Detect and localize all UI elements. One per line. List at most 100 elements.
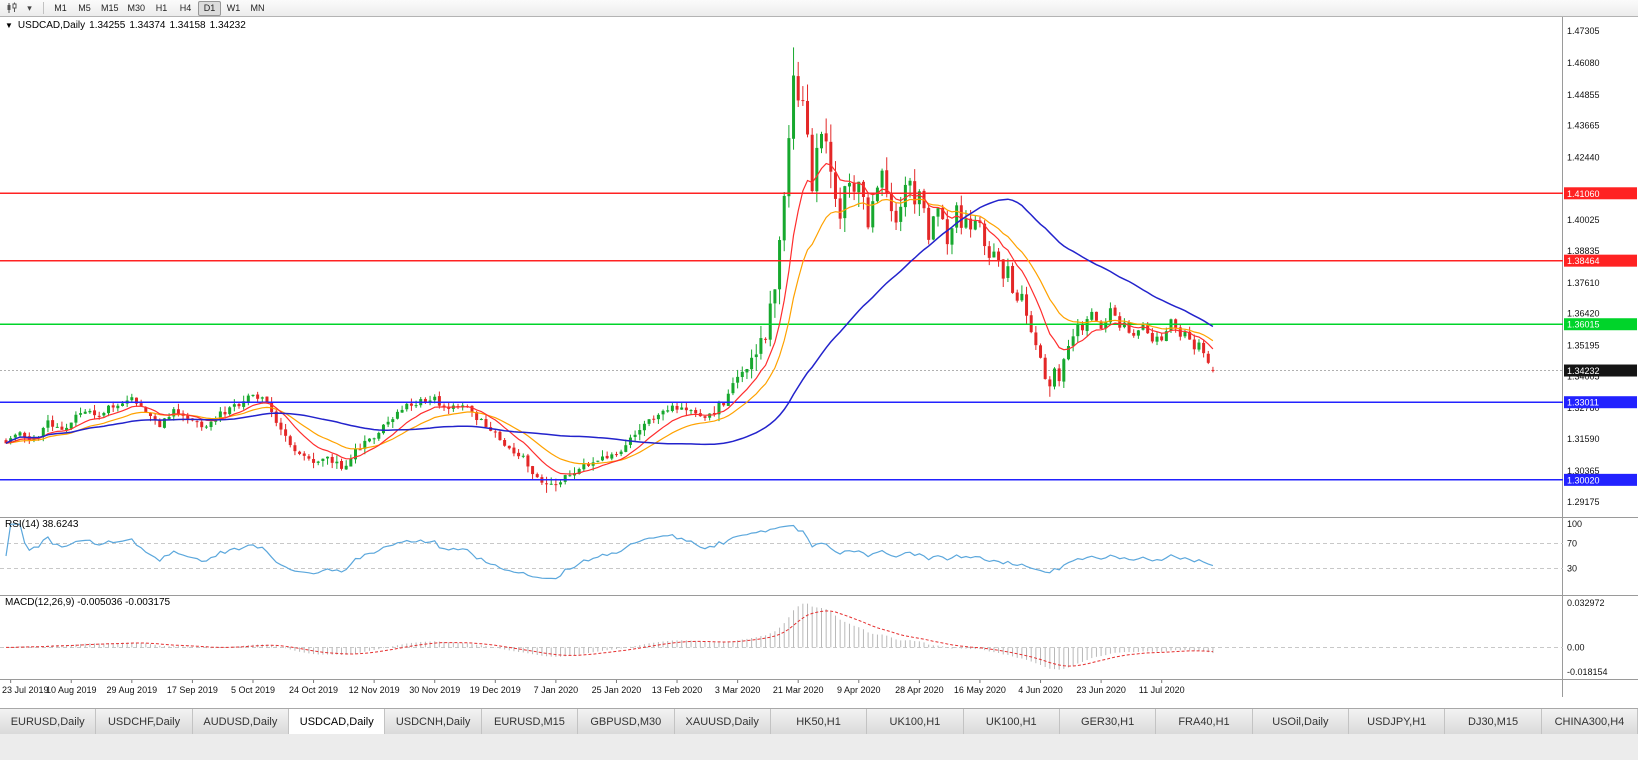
candle-body: [372, 438, 376, 440]
candle-body: [88, 410, 92, 413]
candle-body: [559, 482, 563, 485]
candle-body: [1127, 322, 1131, 333]
candle-body: [866, 197, 870, 228]
timeframe-button-m1[interactable]: M1: [54, 2, 67, 13]
candle-body: [18, 432, 22, 436]
candle-body: [750, 357, 754, 370]
tab-audusd-daily[interactable]: AUDUSD,Daily: [192, 709, 290, 734]
candle-body: [493, 431, 497, 433]
candle-body: [549, 483, 553, 485]
candle-body: [1188, 331, 1192, 340]
bottom-strip: [0, 734, 1638, 760]
candle-body: [102, 412, 106, 416]
candle-body: [60, 426, 64, 430]
timeframe-button-h1[interactable]: H1: [155, 2, 168, 13]
candle-body: [577, 468, 581, 474]
candlestick-chart-icon[interactable]: [3, 1, 20, 16]
candle-body: [736, 376, 740, 383]
tab-eurusd-m15[interactable]: EURUSD,M15: [481, 709, 579, 734]
price-axis[interactable]: 1.47305 1.46080 1.44855 1.43665 1.42440 1.400…: [1564, 26, 1637, 677]
candle-body: [288, 436, 292, 446]
tab-usdchf-daily[interactable]: USDCHF,Daily: [96, 709, 193, 734]
timeframe-button-m15[interactable]: M15: [101, 2, 119, 13]
candle-body: [1053, 368, 1056, 387]
candle-body: [997, 251, 1001, 261]
candle-body: [969, 218, 973, 230]
horizontal-level-lines[interactable]: [0, 192, 1563, 481]
chart-area[interactable]: 1.47305 1.46080 1.44855 1.43665 1.42440 1.400…: [0, 17, 1638, 708]
candle-body: [857, 181, 861, 193]
candle-body: [666, 410, 670, 412]
chart-dropdown-icon[interactable]: ▾: [27, 2, 32, 13]
tab-eurusd-daily[interactable]: EURUSD,Daily: [0, 709, 97, 734]
date-label: 3 Mar 2020: [715, 685, 761, 695]
candle-body: [1118, 316, 1122, 328]
svg-text:1.35195: 1.35195: [1567, 341, 1600, 351]
candle-body: [74, 414, 78, 423]
tab-fra40-h1[interactable]: FRA40,H1: [1156, 709, 1253, 734]
candle-body: [111, 405, 115, 408]
tab-china300-h4[interactable]: CHINA300,H4: [1541, 709, 1638, 734]
tab-usdcad-daily[interactable]: USDCAD,Daily: [289, 709, 386, 734]
tab-usdjpy-h1[interactable]: USDJPY,H1: [1349, 709, 1446, 734]
hline-price-badge: [1564, 318, 1637, 331]
candle-body: [437, 396, 441, 406]
candle-body: [722, 402, 726, 406]
timeframe-button-w1[interactable]: W1: [226, 2, 241, 13]
timeframe-button-h4[interactable]: H4: [179, 2, 192, 13]
tab-gbpusd-m30[interactable]: GBPUSD,M30: [578, 709, 675, 734]
tab-usoil-daily[interactable]: USOil,Daily: [1252, 709, 1350, 734]
tab-xauusd-daily[interactable]: XAUUSD,Daily: [674, 709, 771, 734]
candle-body: [93, 410, 97, 416]
date-label: 29 Aug 2019: [107, 685, 158, 695]
candle-body: [498, 431, 502, 441]
tab-uk100-h1[interactable]: UK100,H1: [963, 709, 1060, 734]
candle-body: [843, 186, 847, 219]
timeframe-button-d1[interactable]: D1: [198, 0, 222, 16]
candle-body: [726, 393, 730, 406]
timeframe-button-m30[interactable]: M30: [127, 2, 146, 13]
candle-body: [172, 409, 176, 417]
candle-body: [265, 396, 269, 404]
candle-body: [316, 461, 320, 463]
candle-body: [363, 440, 367, 449]
tab-ger30-h1[interactable]: GER30,H1: [1059, 709, 1157, 734]
candle-body: [260, 397, 264, 399]
date-label: 7 Jan 2020: [534, 685, 579, 695]
tab-uk100-h1[interactable]: UK100,H1: [867, 709, 964, 734]
candle-body: [349, 458, 353, 467]
candle-body: [959, 205, 963, 228]
candle-body: [223, 411, 227, 415]
candle-body: [1020, 293, 1024, 301]
chart-canvas[interactable]: 1.47305 1.46080 1.44855 1.43665 1.42440 1.400…: [0, 17, 1638, 708]
candle-body: [1164, 331, 1168, 342]
candlestick-glyph: [7, 2, 16, 13]
svg-text:1.38464: 1.38464: [1567, 256, 1600, 266]
date-label: 12 Nov 2019: [349, 685, 400, 695]
candle-body: [889, 193, 893, 212]
timeframe-button-m5[interactable]: M5: [78, 2, 91, 13]
top-toolbar: ▾ M1 M5 M15 M30 H1 H4 D1 W1 MN: [0, 0, 1638, 17]
tab-hk50-h1[interactable]: HK50,H1: [770, 709, 868, 734]
candle-body: [810, 134, 814, 192]
candle-body: [116, 405, 120, 409]
tab-dj30-m15[interactable]: DJ30,M15: [1445, 709, 1542, 734]
date-label: 25 Jan 2020: [592, 685, 642, 695]
candle-body: [638, 430, 642, 435]
candle-body: [801, 100, 805, 102]
candle-body: [1104, 322, 1108, 329]
candle-body: [204, 426, 208, 428]
candle-body: [326, 456, 330, 459]
candle-body: [689, 410, 693, 412]
tab-usdcnh-daily[interactable]: USDCNH,Daily: [385, 709, 482, 734]
candle-body: [773, 289, 777, 304]
timeframe-button-mn[interactable]: MN: [250, 2, 265, 13]
candle-body: [1202, 342, 1206, 354]
candle-body: [321, 458, 325, 461]
candle-body: [134, 397, 138, 404]
candle-body: [1006, 266, 1010, 278]
candle-body: [1136, 330, 1140, 336]
svg-text:1.38835: 1.38835: [1567, 246, 1600, 256]
svg-text:1.36015: 1.36015: [1567, 320, 1600, 330]
